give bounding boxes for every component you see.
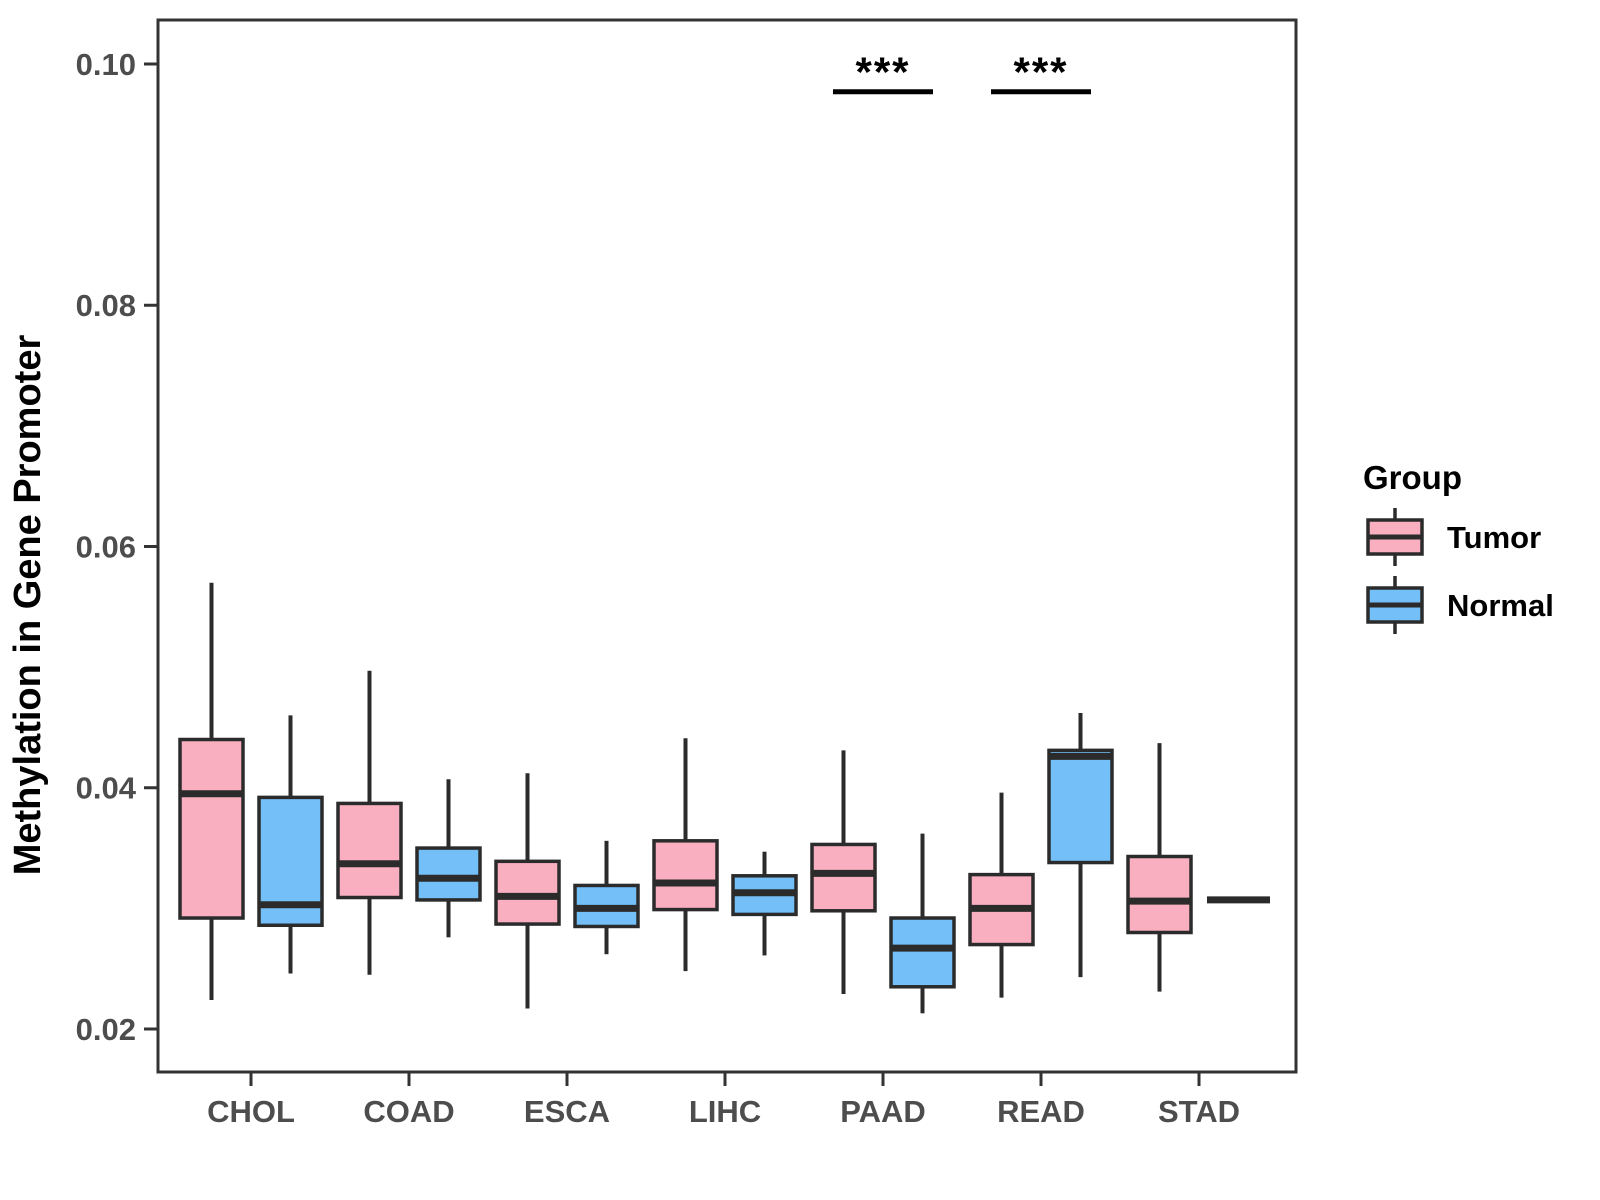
significance-stars-read: *** [1013, 49, 1068, 96]
box-coad-tumor-iqr [336, 801, 403, 900]
box-lihc-tumor-iqr [652, 839, 719, 912]
y-tick-label: 0.10 [76, 47, 136, 82]
box-coad-normal-iqr [415, 846, 482, 902]
box-stad-tumor-iqr [1126, 854, 1193, 935]
x-axis-label-coad: COAD [363, 1094, 454, 1129]
plot-panel-border [156, 18, 1298, 1074]
y-tick-label: 0.08 [76, 288, 136, 323]
x-axis-label-chol: CHOL [207, 1094, 295, 1129]
box-paad-normal-iqr [889, 916, 956, 989]
x-axis-label-read: READ [997, 1094, 1085, 1129]
x-axis-label-stad: STAD [1158, 1094, 1240, 1129]
legend-title: Group [1363, 459, 1462, 496]
y-tick-label: 0.02 [76, 1012, 136, 1047]
box-chol-tumor-iqr [178, 737, 245, 920]
legend-label-tumor: Tumor [1447, 520, 1541, 555]
box-esca-tumor-iqr [494, 859, 561, 926]
box-read-normal-iqr [1047, 748, 1114, 865]
significance-stars-paad: *** [855, 49, 910, 96]
x-axis-label-esca: ESCA [524, 1094, 610, 1129]
y-tick-label: 0.06 [76, 529, 136, 564]
x-axis-label-paad: PAAD [840, 1094, 926, 1129]
box-paad-tumor-iqr [810, 842, 877, 913]
legend-label-normal: Normal [1447, 588, 1554, 623]
y-tick-label: 0.04 [76, 771, 137, 806]
x-axis-label-lihc: LIHC [689, 1094, 761, 1129]
y-axis-title: Methylation in Gene Promoter [7, 335, 49, 876]
